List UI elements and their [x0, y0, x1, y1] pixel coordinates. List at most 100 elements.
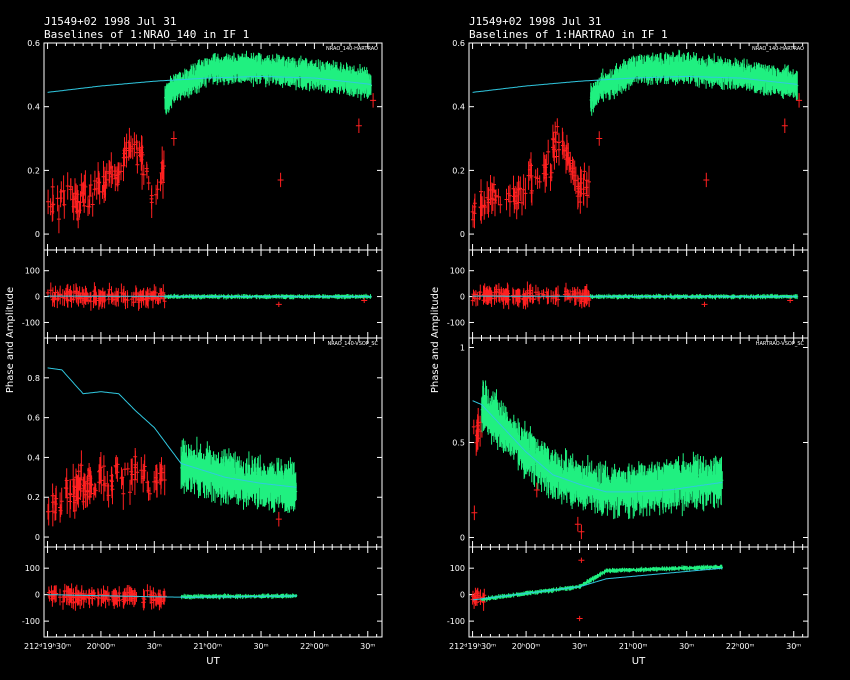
outlier-point	[781, 118, 788, 134]
y-tick-label: 0	[35, 533, 40, 542]
y-tick-label: 0.4	[452, 103, 465, 112]
y-tick-label: -100	[22, 617, 40, 626]
panel-4: -100 0 100	[447, 546, 809, 638]
panel-1: 0 0.2 0.4 0.6 NRAO_140-HARTRAO	[452, 39, 809, 251]
good-points	[481, 564, 723, 602]
x-tick-label: 21ʰ00ᵐ	[619, 642, 648, 651]
y-tick-label: 0.6	[27, 414, 40, 423]
y-tick-label: 100	[25, 267, 40, 276]
panel-2: -100 0 100	[447, 249, 809, 339]
y-tick-label: -100	[447, 617, 465, 626]
x-tick-label: 30ᵐ	[253, 642, 268, 651]
panel-4: -100 0 100	[22, 546, 383, 638]
flagged-points	[46, 448, 167, 527]
panel-3: 0 0.5 1 HARTRAO-VSOP_SC	[452, 337, 809, 548]
chart-title-line2: Baselines of 1:HARTRAO in IF 1	[469, 28, 668, 41]
outlier-point	[578, 524, 585, 540]
panel-2: -100 0 100	[22, 249, 383, 339]
panel-frame	[43, 546, 383, 638]
y-tick-label: 0	[35, 230, 40, 239]
y-tick-label: 0	[460, 534, 465, 543]
y-tick-label: 0.5	[452, 439, 465, 448]
outlier-point	[170, 131, 177, 146]
model-curve	[472, 567, 723, 601]
panel-1: 0 0.2 0.4 0.6 NRAO_140-HARTRAO	[27, 39, 383, 251]
outlier-point	[275, 511, 282, 527]
chart-title-line1: J1549+02 1998 Jul 31	[469, 15, 601, 28]
model-curve	[47, 75, 372, 93]
x-tick-label: 30ᵐ	[360, 642, 375, 651]
y-tick-label: 1	[460, 344, 465, 353]
y-tick-label: 0	[460, 230, 465, 239]
outlier-point	[578, 557, 585, 563]
x-tick-label: 20ʰ00ᵐ	[512, 642, 541, 651]
y-tick-label: 0.2	[27, 493, 40, 502]
x-tick-label: 30ᵐ	[572, 642, 587, 651]
x-tick-label: 21ʰ00ᵐ	[193, 642, 222, 651]
x-tick-label: 22ʰ00ᵐ	[300, 642, 329, 651]
y-tick-label: -100	[22, 318, 40, 327]
y-tick-label: 0	[460, 293, 465, 302]
good-points	[589, 49, 799, 116]
model-curve	[472, 75, 798, 93]
y-tick-label: -100	[447, 318, 465, 327]
outlier-point	[277, 172, 284, 188]
outlier-point	[361, 297, 368, 304]
y-tick-label: 0.8	[27, 374, 40, 383]
y-tick-label: 0.6	[27, 39, 40, 48]
y-axis-label: Phase and Amplitude	[430, 287, 441, 393]
x-tick-label: 30ᵐ	[679, 642, 694, 651]
y-tick-label: 0	[35, 293, 40, 302]
y-tick-label: 0.6	[452, 39, 465, 48]
x-tick-label: 20ʰ00ᵐ	[87, 642, 116, 651]
model-curve	[472, 400, 723, 493]
y-tick-label: 0	[35, 591, 40, 600]
panel-label: HARTRAO-VSOP_SC	[756, 341, 805, 347]
x-axis-label: UT	[632, 656, 646, 667]
panel-label: NRAO_140-HARTRAO	[752, 46, 804, 52]
flagged-points	[470, 118, 591, 229]
panel-frame	[468, 546, 809, 638]
outlier-point	[596, 131, 603, 146]
flagged-points	[46, 127, 166, 234]
y-axis-label: Phase and Amplitude	[5, 287, 16, 393]
x-tick-label: 22ʰ00ᵐ	[726, 642, 755, 651]
outlier-point	[576, 615, 583, 622]
x-axis-label: UT	[206, 656, 220, 667]
y-tick-label: 0.4	[27, 103, 40, 112]
panel-label: NRAO_140-HARTRAO	[326, 46, 378, 52]
x-tick-label: 212ᵈ19ʰ30ᵐ	[24, 642, 71, 651]
x-tick-label: 30ᵐ	[786, 642, 801, 651]
y-tick-label: 0.2	[27, 166, 40, 175]
good-points	[180, 436, 298, 513]
model-curve	[472, 295, 798, 298]
flagged-points	[45, 282, 167, 311]
outlier-point	[275, 301, 282, 307]
outlier-point	[796, 93, 803, 108]
good-points	[164, 50, 372, 115]
outlier-point	[533, 482, 540, 498]
outlier-point	[787, 297, 794, 304]
panel-frame	[43, 337, 383, 548]
panel-3: 0 0.2 0.4 0.6 0.8 NRAO_140-VSOP_SC	[27, 337, 383, 548]
outlier-point	[701, 301, 708, 307]
y-tick-label: 100	[450, 564, 465, 573]
chart-title-line1: J1549+02 1998 Jul 31	[44, 15, 176, 28]
x-tick-label: 212ᵈ19ʰ30ᵐ	[449, 642, 496, 651]
outlier-point	[703, 172, 710, 188]
outlier-point	[471, 505, 478, 521]
outlier-point	[355, 118, 362, 134]
good-points	[480, 380, 724, 520]
y-tick-label: 100	[25, 564, 40, 573]
outlier-point	[574, 516, 581, 532]
panel-label: NRAO_140-VSOP_SC	[327, 341, 378, 347]
outlier-point	[370, 93, 377, 108]
model-curve	[47, 367, 297, 488]
y-tick-label: 0.4	[27, 453, 40, 462]
y-tick-label: 100	[450, 267, 465, 276]
flagged-points	[470, 281, 592, 310]
y-tick-label: 0.2	[452, 166, 465, 175]
